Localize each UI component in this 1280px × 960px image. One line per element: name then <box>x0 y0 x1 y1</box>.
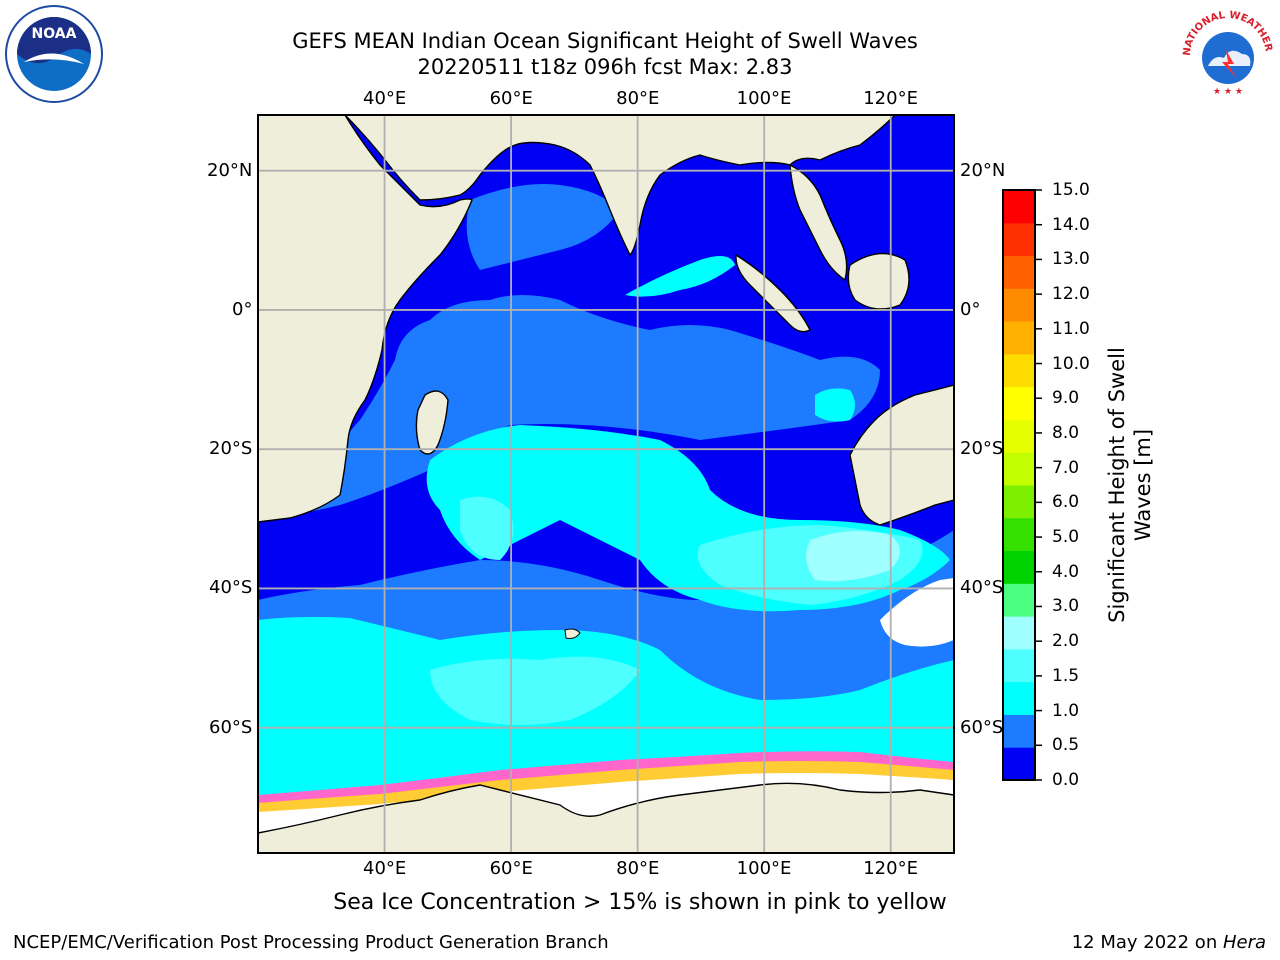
noaa-logo: NOAA <box>5 5 103 103</box>
lon-tick-bottom: 100°E <box>736 858 792 879</box>
colorbar-label: 12.0 <box>1052 284 1090 305</box>
footer-date-text: 12 May 2022 on <box>1071 932 1223 953</box>
colorbar-label: 10.0 <box>1052 353 1090 374</box>
graticule <box>258 115 954 853</box>
lon-tick-bottom: 120°E <box>863 858 918 879</box>
chart-title: GEFS MEAN Indian Ocean Significant Heigh… <box>292 29 918 53</box>
nws-logo: NATIONAL WEATHER SERVICE ★ ★ ★ <box>1178 10 1274 98</box>
colorbar-label: 1.0 <box>1052 700 1080 721</box>
lon-tick-top: 60°E <box>489 88 533 109</box>
footer-credit: NCEP/EMC/Verification Post Processing Pr… <box>13 932 609 953</box>
colorbar-label: 13.0 <box>1052 249 1090 270</box>
ice-patch-south-east <box>880 578 954 647</box>
colorbar-label: 6.0 <box>1052 492 1080 513</box>
colorbar-swatch <box>1003 452 1035 486</box>
lat-tick-right: 0° <box>960 298 981 320</box>
colorbar-title: Significant Height of Swell Waves [m] <box>1105 347 1155 623</box>
footer-machine: Hera <box>1222 932 1266 953</box>
land-madagascar <box>415 390 449 455</box>
lon-tick-top: 100°E <box>736 88 792 109</box>
lat-tick-left: 60°S <box>209 716 253 738</box>
lat-tick-left: 20°S <box>209 438 253 460</box>
colorbar <box>1003 189 1042 781</box>
land-se-asia <box>789 163 848 282</box>
colorbar-swatch <box>1003 648 1035 683</box>
map-frame <box>257 114 955 854</box>
colorbar-label: 3.0 <box>1052 596 1080 617</box>
colorbar-swatch <box>1003 288 1035 322</box>
colorbar-swatch <box>1003 485 1035 519</box>
colorbar-swatch <box>1003 222 1035 257</box>
swell-band-1.5-2.0 <box>460 496 514 560</box>
colorbar-swatch <box>1003 616 1035 650</box>
colorbar-swatch <box>1003 681 1035 715</box>
land-arabia-india-asia <box>344 115 896 257</box>
lat-tick-right: 20°S <box>960 438 1004 460</box>
lat-tick-left: 20°N <box>207 159 253 181</box>
colorbar-label: 15.0 <box>1052 180 1090 200</box>
colorbar-swatch <box>1003 321 1035 355</box>
land-sumatra <box>735 253 811 333</box>
colorbar-swatch <box>1003 255 1035 289</box>
land-australia <box>849 384 954 526</box>
colorbar-swatch <box>1003 747 1035 781</box>
colorbar-swatch <box>1003 419 1035 453</box>
lon-tick-bottom: 80°E <box>616 858 660 879</box>
swell-band-0.5-1.0-north <box>466 184 620 270</box>
colorbar-label: 1.5 <box>1052 665 1080 686</box>
colorbar-label: 4.0 <box>1052 561 1080 582</box>
colorbar-label: 14.0 <box>1052 214 1090 235</box>
svg-text:★ ★ ★: ★ ★ ★ <box>1213 87 1243 97</box>
noaa-logo-text: NOAA <box>32 26 77 42</box>
lat-tick-left: 40°S <box>209 577 253 599</box>
lon-tick-bottom: 40°E <box>363 858 407 879</box>
colorbar-swatch <box>1003 550 1035 584</box>
lon-tick-top: 40°E <box>363 88 407 109</box>
swell-band-1.0-1.5-eq <box>625 256 735 297</box>
colorbar-label: 9.0 <box>1052 388 1080 409</box>
land-borneo <box>847 252 910 310</box>
footer-date: 12 May 2022 on Hera <box>1072 932 1266 953</box>
colorbar-label: 7.0 <box>1052 457 1080 478</box>
colorbar-swatch <box>1003 386 1035 420</box>
lat-tick-right: 20°N <box>960 159 1006 181</box>
lon-tick-bottom: 60°E <box>489 858 533 879</box>
colorbar-swatch <box>1003 190 1035 224</box>
colorbar-frame <box>1002 189 1036 781</box>
colorbar-label: 5.0 <box>1052 527 1080 548</box>
colorbar-swatch <box>1003 353 1035 388</box>
lon-tick-top: 80°E <box>616 88 660 109</box>
sea-ice-note: Sea Ice Concentration > 15% is shown in … <box>333 890 947 915</box>
land-antarctica <box>258 782 954 853</box>
land-kerguelen <box>564 628 581 639</box>
colorbar-label: 2.0 <box>1052 631 1080 652</box>
land-africa <box>258 115 473 523</box>
swell-band-2.0-3.0 <box>806 531 900 582</box>
colorbar-swatch <box>1003 583 1035 617</box>
swell-band-1.5-2.0-south <box>430 656 640 725</box>
colorbar-label: 11.0 <box>1052 318 1090 339</box>
lat-tick-left: 0° <box>232 298 253 320</box>
colorbar-swatch <box>1003 517 1035 552</box>
lon-tick-top: 120°E <box>863 88 918 109</box>
swell-band-1.0-1.5-east <box>815 388 855 422</box>
colorbar-label: 0.5 <box>1052 735 1080 756</box>
colorbar-swatch <box>1003 714 1035 748</box>
map-plot-area <box>258 115 954 853</box>
colorbar-label: 0.0 <box>1052 770 1080 790</box>
lat-tick-right: 40°S <box>960 577 1004 599</box>
swell-band-0.5-1.0 <box>258 295 880 520</box>
chart-subtitle-run: 20220511 t18z 096h fcst Max: 2.83 <box>417 55 793 79</box>
colorbar-label: 8.0 <box>1052 422 1080 443</box>
lat-tick-right: 60°S <box>960 716 1004 738</box>
